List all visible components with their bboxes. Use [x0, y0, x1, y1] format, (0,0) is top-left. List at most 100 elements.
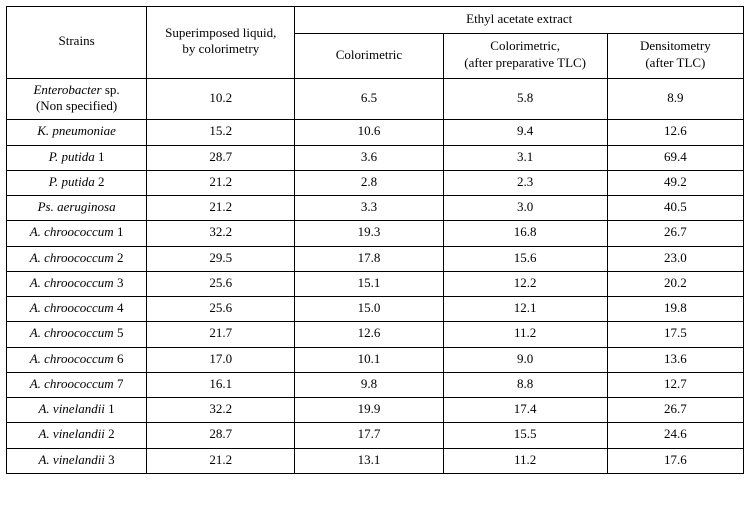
- table-row: A. vinelandii 3 21.213.111.217.6: [7, 448, 744, 473]
- strain-label: A. chroococcum 3: [11, 275, 142, 291]
- cell-strain: Enterobacter sp.(Non specified): [7, 78, 147, 120]
- cell-value: 12.6: [295, 322, 443, 347]
- cell-value: 15.5: [443, 423, 607, 448]
- strain-label: P. putida 1: [11, 149, 142, 165]
- cell-strain: A. chroococcum 3: [7, 271, 147, 296]
- cell-value: 2.8: [295, 170, 443, 195]
- table-body: Enterobacter sp.(Non specified)10.26.55.…: [7, 78, 744, 473]
- cell-value: 32.2: [147, 398, 295, 423]
- table-row: P. putida 221.22.82.349.2: [7, 170, 744, 195]
- cell-value: 12.7: [607, 372, 743, 397]
- cell-value: 9.8: [295, 372, 443, 397]
- cell-value: 21.2: [147, 170, 295, 195]
- cell-value: 11.2: [443, 448, 607, 473]
- cell-value: 10.6: [295, 120, 443, 145]
- cell-value: 12.6: [607, 120, 743, 145]
- table-row: A. vinelandii 2 28.717.715.524.6: [7, 423, 744, 448]
- cell-value: 17.0: [147, 347, 295, 372]
- cell-strain: A. vinelandii 2: [7, 423, 147, 448]
- strain-label: A. chroococcum 2: [11, 250, 142, 266]
- cell-strain: A. chroococcum 5: [7, 322, 147, 347]
- cell-value: 10.1: [295, 347, 443, 372]
- strain-label: A. chroococcum 6: [11, 351, 142, 367]
- cell-value: 19.9: [295, 398, 443, 423]
- table-row: K. pneumoniae 15.210.69.412.6: [7, 120, 744, 145]
- strain-label: A. vinelandii 1: [11, 401, 142, 417]
- cell-value: 3.6: [295, 145, 443, 170]
- table-row: A. chroococcum 132.219.316.826.7: [7, 221, 744, 246]
- cell-value: 17.8: [295, 246, 443, 271]
- strain-label: A. vinelandii 3: [11, 452, 142, 468]
- table-row: A. chroococcum 325.615.112.220.2: [7, 271, 744, 296]
- header-ethyl-group: Ethyl acetate extract: [295, 7, 744, 34]
- cell-strain: P. putida 1: [7, 145, 147, 170]
- cell-value: 11.2: [443, 322, 607, 347]
- table-row: A. chroococcum 6 17.010.19.013.6: [7, 347, 744, 372]
- cell-value: 6.5: [295, 78, 443, 120]
- strain-label: A. chroococcum 1: [11, 224, 142, 240]
- cell-value: 28.7: [147, 423, 295, 448]
- table-row: Enterobacter sp.(Non specified)10.26.55.…: [7, 78, 744, 120]
- cell-value: 3.1: [443, 145, 607, 170]
- cell-value: 16.1: [147, 372, 295, 397]
- table-row: A. vinelandii 1 32.219.917.426.7: [7, 398, 744, 423]
- table-row: A. chroococcum 521.712.611.217.5: [7, 322, 744, 347]
- header-densitometry-a: Densitometry: [640, 38, 711, 53]
- cell-value: 13.6: [607, 347, 743, 372]
- header-superimposed-text: Superimposed liquid,by colorimetry: [151, 25, 290, 59]
- header-colorimetric-prep-a: Colorimetric,: [490, 38, 560, 53]
- cell-strain: A. chroococcum 7: [7, 372, 147, 397]
- cell-value: 24.6: [607, 423, 743, 448]
- cell-value: 25.6: [147, 271, 295, 296]
- cell-value: 17.6: [607, 448, 743, 473]
- cell-value: 5.8: [443, 78, 607, 120]
- cell-value: 8.8: [443, 372, 607, 397]
- cell-value: 17.4: [443, 398, 607, 423]
- cell-value: 15.2: [147, 120, 295, 145]
- header-colorimetric-prep: Colorimetric, (after preparative TLC): [443, 34, 607, 79]
- cell-strain: P. putida 2: [7, 170, 147, 195]
- header-strains: Strains: [7, 7, 147, 79]
- cell-value: 3.3: [295, 196, 443, 221]
- table-row: A. chroococcum 425.615.012.119.8: [7, 297, 744, 322]
- cell-value: 29.5: [147, 246, 295, 271]
- table-row: A. chroococcum 229.517.815.623.0: [7, 246, 744, 271]
- table-row: P. putida 128.73.63.169.4: [7, 145, 744, 170]
- cell-strain: A. chroococcum 2: [7, 246, 147, 271]
- cell-value: 28.7: [147, 145, 295, 170]
- cell-strain: A. chroococcum 6: [7, 347, 147, 372]
- header-superimposed: Superimposed liquid,by colorimetry: [147, 7, 295, 79]
- cell-value: 20.2: [607, 271, 743, 296]
- strain-label: A. vinelandii 2: [11, 426, 142, 442]
- strain-label: A. chroococcum 5: [11, 325, 142, 341]
- cell-value: 13.1: [295, 448, 443, 473]
- cell-value: 19.3: [295, 221, 443, 246]
- header-colorimetric: Colorimetric: [295, 34, 443, 79]
- header-densitometry-b: (after TLC): [645, 55, 705, 70]
- cell-strain: K. pneumoniae: [7, 120, 147, 145]
- cell-value: 8.9: [607, 78, 743, 120]
- cell-strain: A. vinelandii 3: [7, 448, 147, 473]
- table-row: Ps. aeruginosa21.23.33.040.5: [7, 196, 744, 221]
- cell-value: 9.4: [443, 120, 607, 145]
- cell-value: 12.1: [443, 297, 607, 322]
- cell-value: 49.2: [607, 170, 743, 195]
- cell-strain: Ps. aeruginosa: [7, 196, 147, 221]
- cell-value: 9.0: [443, 347, 607, 372]
- cell-value: 2.3: [443, 170, 607, 195]
- data-table: Strains Superimposed liquid,by colorimet…: [6, 6, 744, 474]
- cell-value: 17.7: [295, 423, 443, 448]
- strain-label: K. pneumoniae: [11, 123, 142, 139]
- cell-value: 3.0: [443, 196, 607, 221]
- cell-value: 21.2: [147, 448, 295, 473]
- cell-value: 26.7: [607, 398, 743, 423]
- cell-strain: A. vinelandii 1: [7, 398, 147, 423]
- cell-value: 10.2: [147, 78, 295, 120]
- header-densitometry: Densitometry (after TLC): [607, 34, 743, 79]
- cell-value: 16.8: [443, 221, 607, 246]
- cell-value: 25.6: [147, 297, 295, 322]
- cell-value: 15.0: [295, 297, 443, 322]
- strain-label: Enterobacter sp.(Non specified): [11, 82, 142, 115]
- cell-value: 19.8: [607, 297, 743, 322]
- cell-strain: A. chroococcum 1: [7, 221, 147, 246]
